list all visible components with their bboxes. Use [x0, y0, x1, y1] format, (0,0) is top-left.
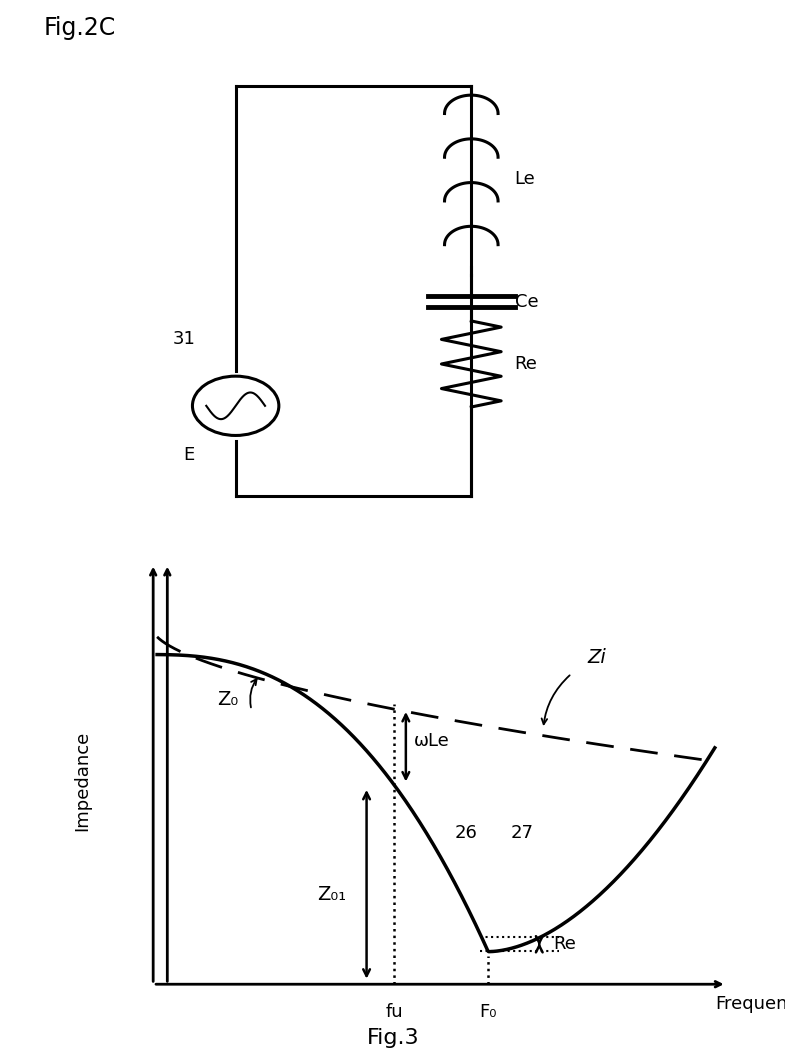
Text: Ce: Ce — [514, 293, 538, 311]
Text: Impedance: Impedance — [74, 730, 91, 831]
Text: ωLe: ωLe — [414, 733, 449, 750]
Text: fu: fu — [385, 1003, 403, 1021]
Text: Z₀: Z₀ — [217, 690, 239, 709]
Text: Fig.3: Fig.3 — [367, 1028, 418, 1049]
Text: 27: 27 — [510, 823, 533, 841]
Text: F₀: F₀ — [479, 1003, 497, 1021]
Text: Z₀₁: Z₀₁ — [316, 885, 345, 904]
Text: 31: 31 — [173, 330, 196, 348]
Text: Frequency: Frequency — [715, 995, 785, 1013]
Text: Zi: Zi — [587, 648, 606, 667]
Text: 26: 26 — [455, 823, 477, 841]
Text: Re: Re — [553, 935, 576, 953]
Text: Re: Re — [514, 355, 537, 373]
Text: Le: Le — [514, 170, 535, 188]
Text: Fig.2C: Fig.2C — [43, 16, 115, 40]
Text: E: E — [183, 446, 194, 464]
